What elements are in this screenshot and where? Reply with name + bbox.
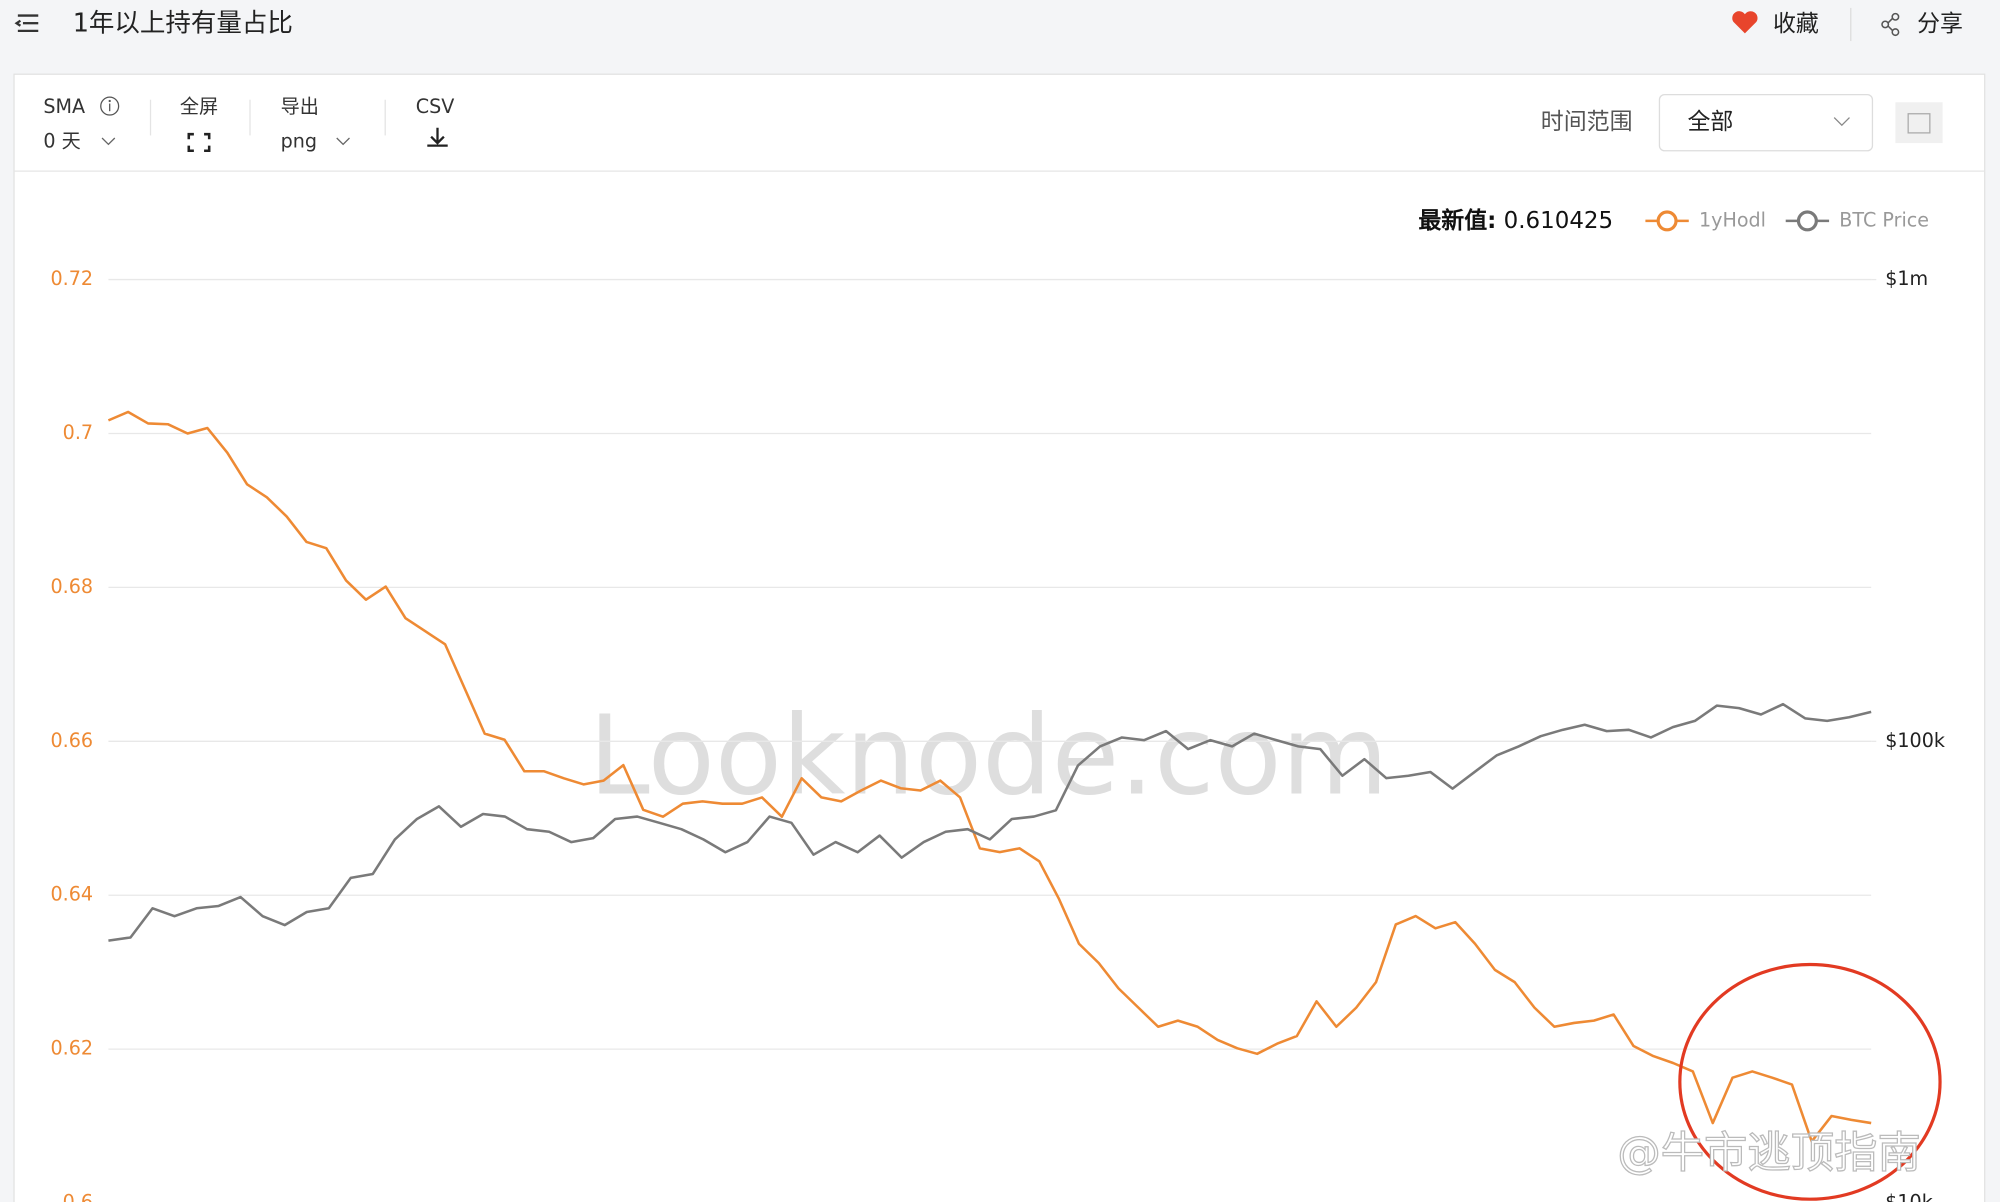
latest-number: 0.610425	[1504, 207, 1613, 233]
legend-label: 1yHodl	[1699, 208, 1766, 231]
y-tick-label: 0.66	[51, 729, 94, 752]
range-select[interactable]	[1658, 93, 1874, 152]
heart-icon[interactable]	[1732, 11, 1758, 34]
y2-tick-label: $1m	[1885, 267, 1928, 290]
range-label: 时间范围	[1541, 109, 1633, 135]
fullscreen-button[interactable]	[187, 132, 211, 153]
calendar-button[interactable]	[1895, 102, 1943, 144]
y-tick-label: 0.62	[51, 1037, 94, 1060]
series-line	[108, 702, 1872, 942]
csv-button[interactable]	[427, 127, 448, 147]
info-icon	[100, 96, 120, 116]
sma-label: SMA	[43, 95, 85, 118]
sma-select[interactable]: 0 天	[43, 129, 80, 152]
legend-label: BTC Price	[1839, 208, 1929, 231]
calendar-icon	[1907, 113, 1931, 134]
y-tick-label: 0.7	[63, 421, 93, 444]
y2-tick-label: $100k	[1885, 729, 1946, 752]
chart-card	[13, 73, 1986, 1202]
share-button[interactable]: 分享	[1917, 11, 1963, 37]
menu-icon[interactable]	[14, 14, 39, 32]
export-label: 导出	[281, 95, 319, 118]
legend-marker	[1656, 210, 1678, 232]
export-select[interactable]: png	[281, 129, 317, 152]
series-line	[107, 410, 1872, 1143]
y-tick-label: 0.68	[51, 575, 94, 598]
chevron	[336, 137, 350, 146]
y2-tick-label: $10k	[1885, 1191, 1934, 1202]
y-tick-label: 0.64	[51, 883, 94, 906]
favorite-button[interactable]: 收藏	[1773, 11, 1819, 37]
range-value: 全部	[1688, 109, 1734, 135]
page-title: 1年以上持有量占比	[73, 8, 293, 38]
chevron	[1833, 117, 1850, 127]
csv-label: CSV	[416, 95, 455, 118]
annotation-circle	[1678, 962, 1942, 1201]
plot: 0.6 0.62 0.64 0.66 0.68 0.7 0.72 $10k $100k $1m	[51, 267, 1946, 1202]
latest-label: 最新值:	[1418, 206, 1496, 233]
share-icon[interactable]	[1881, 12, 1900, 37]
credit-watermark: @牛市逃顶指南	[1617, 1128, 1921, 1178]
legend: 1yHodl BTC Price	[1645, 208, 1929, 232]
legend-marker	[1796, 210, 1818, 232]
fullscreen-label: 全屏	[180, 95, 218, 118]
watermark: Looknode.com	[589, 691, 1389, 819]
chevron	[101, 137, 116, 146]
y-tick-label: 0.72	[51, 267, 94, 290]
y-tick-label: 0.6	[63, 1191, 93, 1202]
latest-value: 最新值: 0.610425	[1418, 206, 1613, 233]
